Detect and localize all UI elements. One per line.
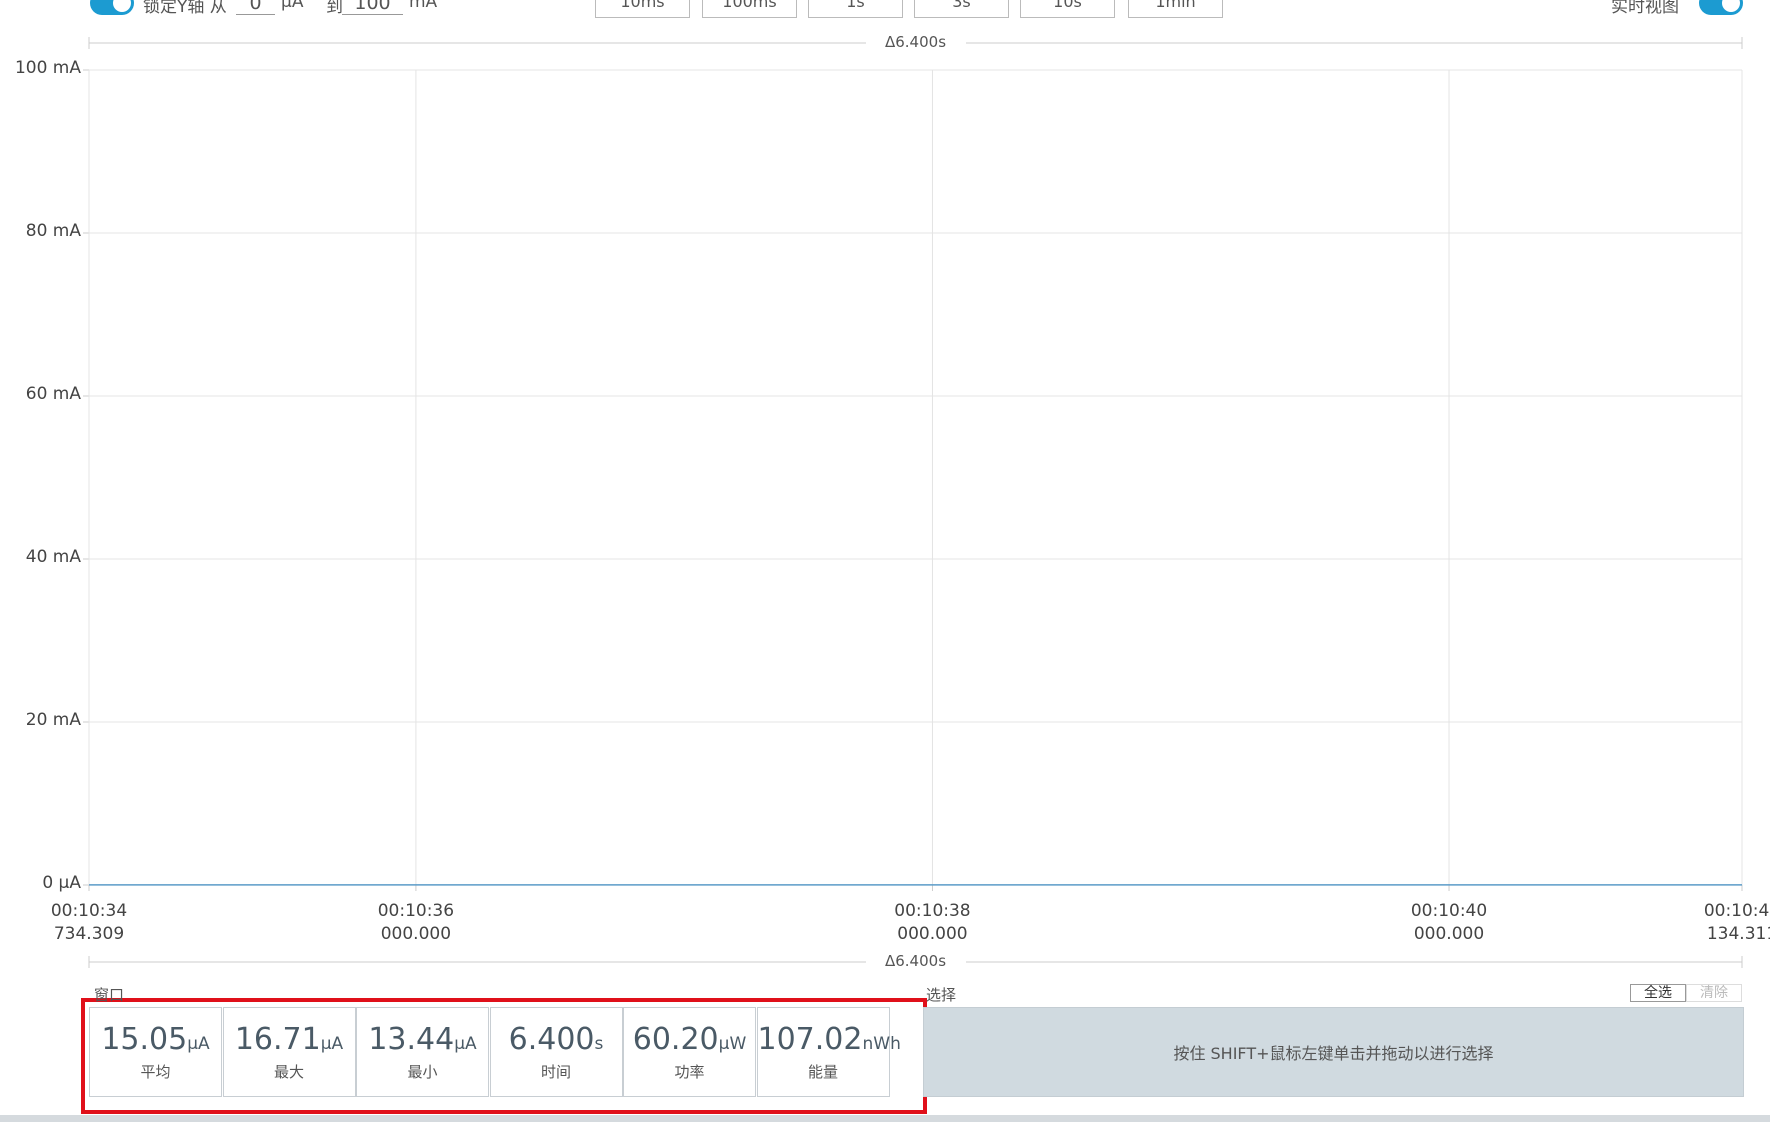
y-tick-label: 80 mA [25,221,81,241]
x-tick-label: 00:10:40 000.000 [1410,901,1488,944]
stat-card: 13.44µA 最小 [356,1007,489,1097]
selection-label: 选择 [926,986,957,1004]
stat-number: 60.20 [632,1022,719,1057]
stat-label: 平均 [140,1063,171,1081]
live-view-label: 实时视图 [1611,0,1679,17]
dropdown-arrow: ▾ [309,0,315,3]
stat-number: 6.400 [508,1022,595,1057]
stat-value: 16.71µA [224,1022,355,1057]
stat-number: 16.71 [234,1022,321,1057]
stat-value: 15.05µA [90,1022,221,1057]
dropdown-arrow: ▾ [441,0,447,3]
stat-card: 60.20µW 功率 [623,1007,756,1097]
stat-label: 能量 [807,1063,838,1081]
stat-unit: µA [187,1034,210,1054]
x-tick-label: 00:10:36 000.000 [377,901,455,944]
zoom-button[interactable]: 10ms [595,0,690,18]
selection-button[interactable]: 清除 [1686,984,1742,1002]
lock-y-label: 锁定Y轴 从 [143,0,227,17]
span-label: Δ6.400s [865,33,966,51]
x-tick-label: 00:10:38 000.000 [894,901,971,944]
x-tick-label: 00:10:41 134.311 [1703,901,1770,944]
stat-unit: s [594,1034,604,1054]
stat-label: 时间 [540,1063,571,1081]
y-tick-label: 60 mA [25,384,81,404]
to-label: 到 [326,0,343,17]
stat-card: 6.400s 时间 [489,1007,623,1097]
stat-unit: µW [718,1034,747,1054]
stat-label: 功率 [674,1063,705,1081]
zoom-button[interactable]: 1s [808,0,903,18]
selection-area[interactable]: 按住 SHIFT+鼠标左键单击并拖动以进行选择 [923,1007,1744,1097]
x-tick-label: 00:10:34 734.309 [50,901,128,944]
stat-label: 最大 [273,1063,304,1081]
stat-value: 6.400s [491,1022,622,1057]
stat-card: 16.71µA 最大 [222,1007,356,1097]
zoom-button[interactable]: 100ms [702,0,797,18]
stat-number: 107.02 [757,1022,863,1057]
y-tick-label: 100 mA [14,58,81,78]
live-view-toggle[interactable] [1699,0,1743,15]
stat-card: 107.02nWh 能量 [756,1007,901,1097]
zoom-button[interactable]: 1min [1128,0,1223,18]
selection-button[interactable]: 全选 [1630,984,1686,1002]
y-tick-label: 40 mA [25,547,81,567]
lock-y-toggle[interactable] [90,0,134,15]
to-unit[interactable]: mA [409,0,438,12]
zoom-button[interactable]: 10s [1020,0,1115,18]
stat-label: 最小 [407,1063,438,1081]
stat-unit: µA [454,1034,477,1054]
y-tick-label: 0 µA [42,873,81,893]
stat-card: 15.05µA 平均 [89,1007,222,1097]
stat-number: 13.44 [368,1022,455,1057]
stat-unit: µA [320,1034,344,1054]
span-label: Δ6.400s [865,952,966,970]
stat-number: 15.05 [101,1022,188,1057]
bottom-bar [0,1115,1770,1122]
from-input[interactable]: 0 [236,0,275,15]
zoom-button[interactable]: 3s [914,0,1009,18]
stat-value: 13.44µA [357,1022,488,1057]
to-input[interactable]: 100 [342,0,403,15]
from-unit[interactable]: µA [281,0,304,12]
selection-hint: 按住 SHIFT+鼠标左键单击并拖动以进行选择 [1173,1044,1494,1063]
stat-value: 60.20µW [624,1022,755,1057]
y-tick-label: 20 mA [25,710,81,730]
window-label: 窗口 [94,986,125,1004]
stat-unit: nWh [862,1034,901,1054]
stat-value: 107.02nWh [757,1022,901,1057]
